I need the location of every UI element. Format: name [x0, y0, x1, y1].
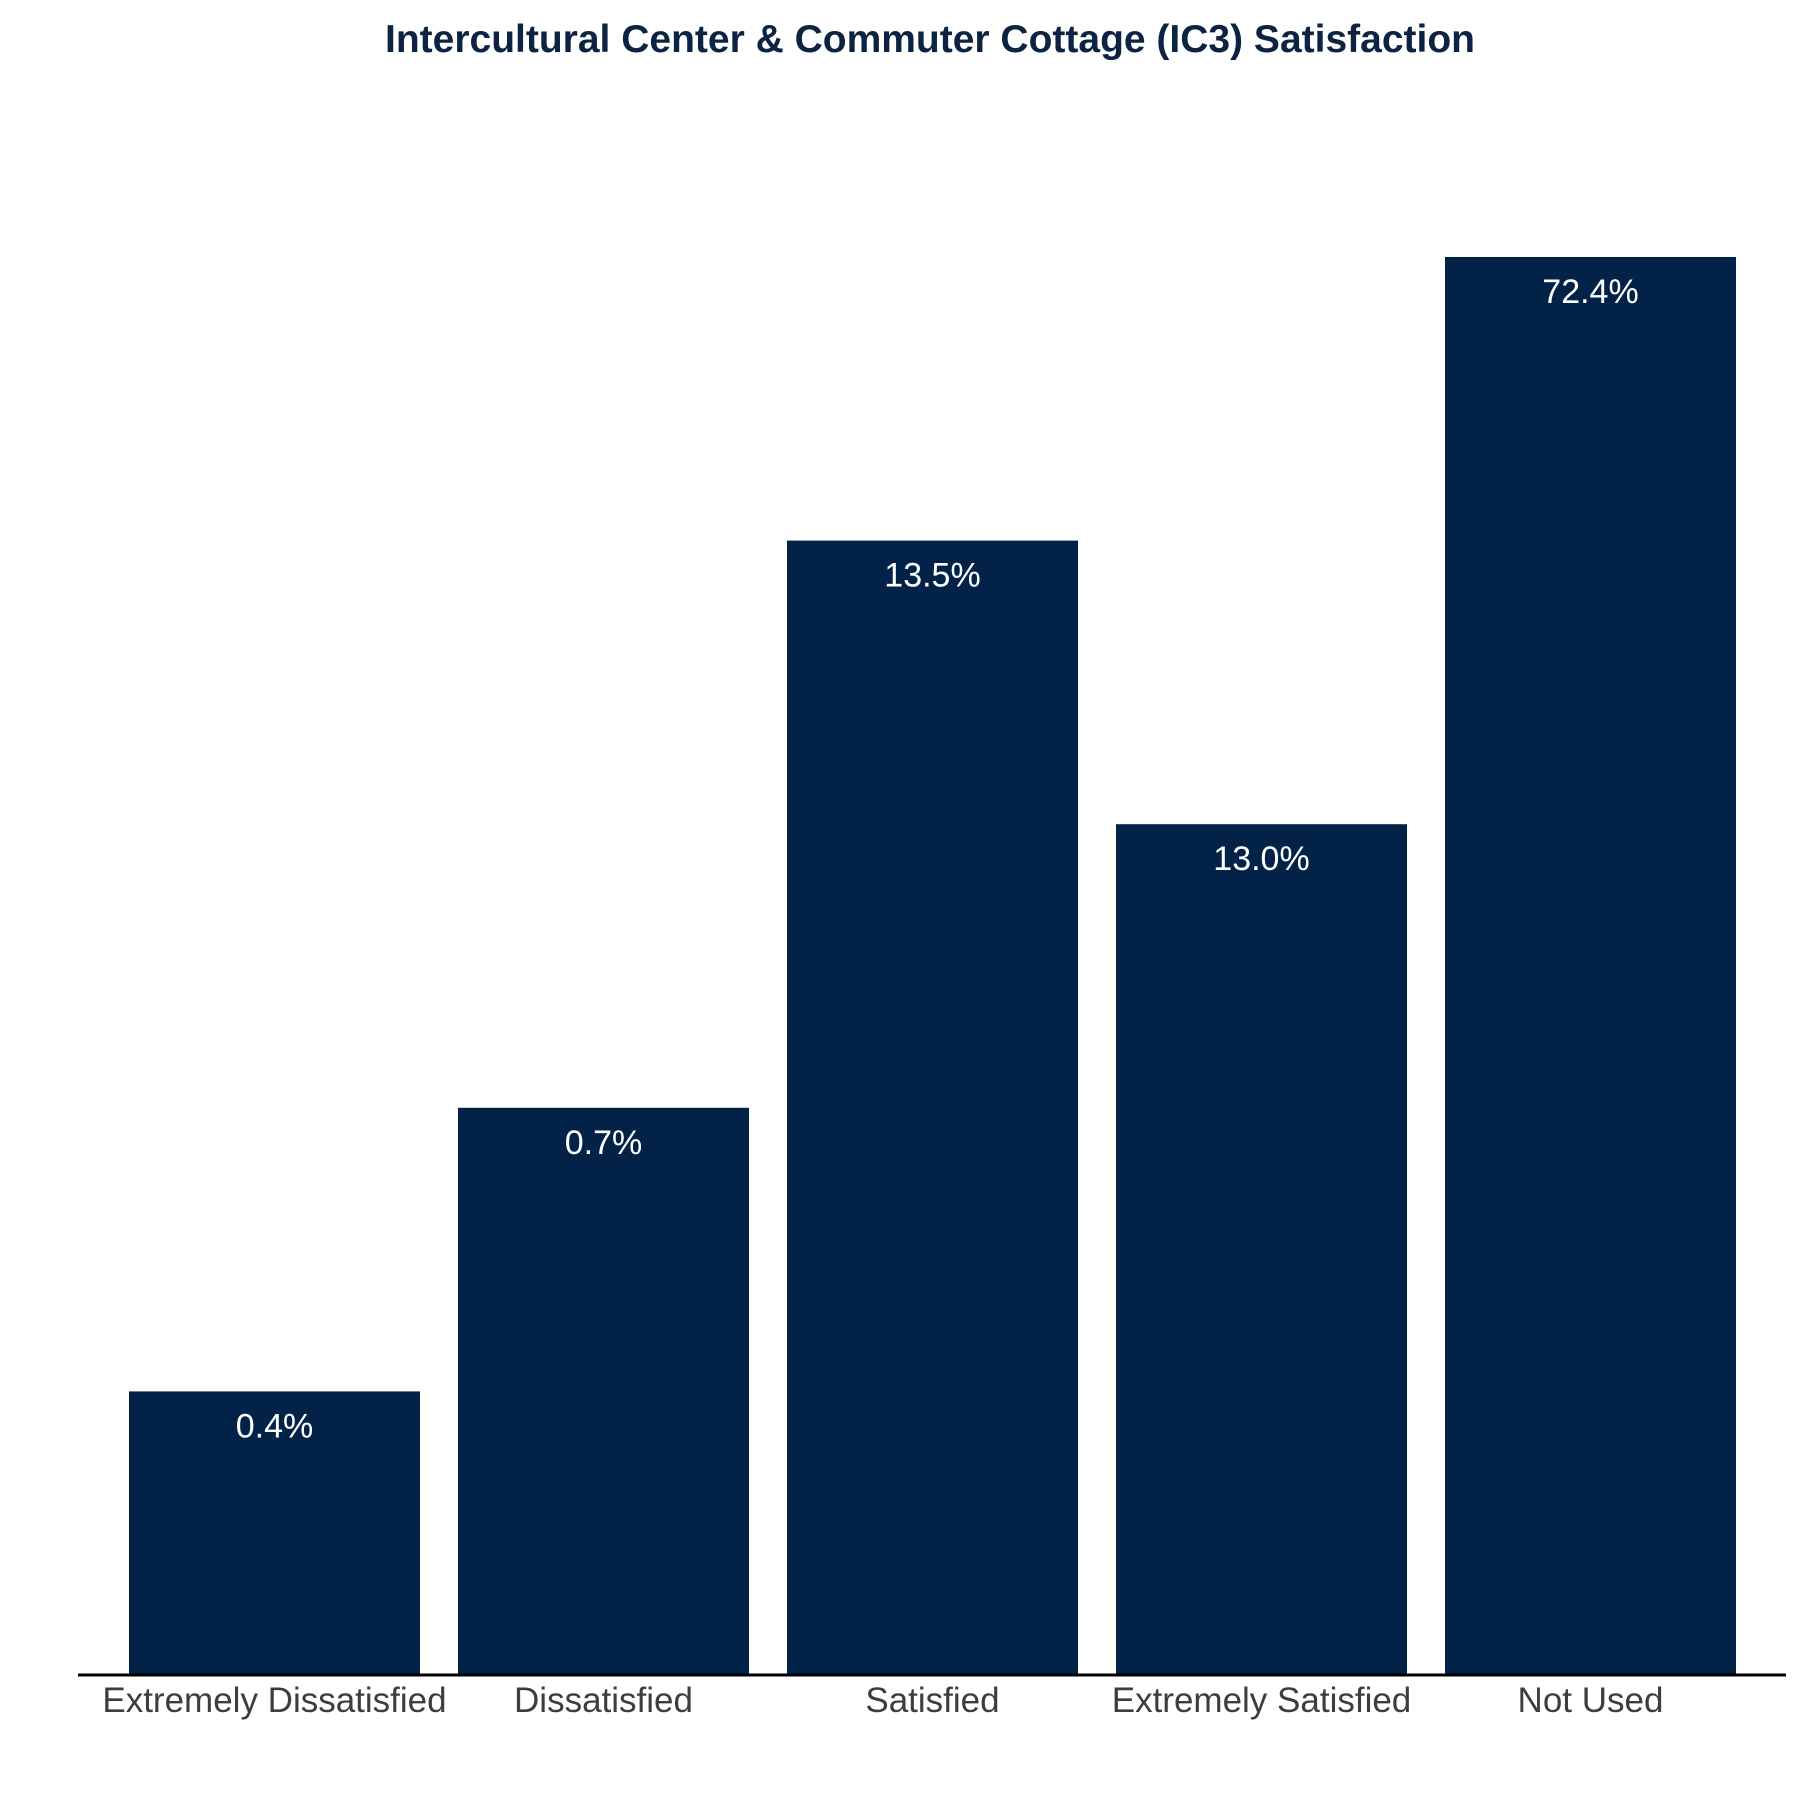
- chart-title: Intercultural Center & Commuter Cottage …: [385, 18, 1475, 61]
- bar-value-labels: 0.4% 0.7% 13.5% 13.0% 72.4%: [236, 273, 1639, 1445]
- bars: [129, 257, 1736, 1675]
- bar-value-label: 0.4%: [236, 1407, 314, 1445]
- bar-5: [1445, 257, 1736, 1675]
- bar-value-label: 13.0%: [1213, 840, 1309, 878]
- bar-3: [787, 540, 1078, 1675]
- x-tick-label: Extremely Dissatisfied: [102, 1681, 446, 1720]
- x-tick-label: Extremely Satisfied: [1112, 1681, 1412, 1720]
- bar-1: [129, 1391, 420, 1675]
- x-tick-label: Dissatisfied: [514, 1681, 693, 1720]
- x-axis-tick-labels: Extremely Dissatisfied Dissatisfied Satisf…: [102, 1681, 1663, 1720]
- x-tick-label: Not Used: [1518, 1681, 1664, 1720]
- x-tick-label: Satisfied: [865, 1681, 999, 1720]
- bar-value-label: 13.5%: [884, 557, 980, 595]
- bar-4: [1116, 824, 1407, 1675]
- bar-value-label: 0.7%: [565, 1124, 643, 1162]
- bar-2: [458, 1107, 749, 1675]
- bar-value-label: 72.4%: [1542, 273, 1638, 311]
